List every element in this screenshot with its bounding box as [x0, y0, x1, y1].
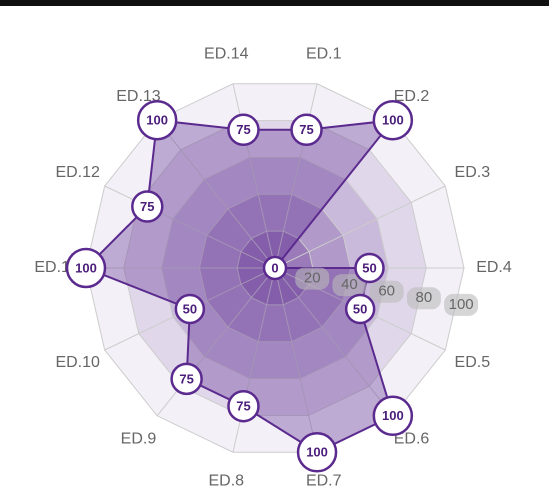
data-label: 100	[75, 260, 97, 275]
axis-line	[156, 119, 276, 269]
tick-label-bg	[332, 274, 367, 297]
top-border	[0, 0, 549, 6]
axis-label: ED.8	[208, 473, 244, 490]
data-point	[372, 99, 414, 141]
axis-label: ED.7	[306, 473, 342, 490]
tick-label: 80	[416, 289, 433, 306]
axis-label: ED.10	[55, 354, 100, 371]
tick-label-bg	[444, 293, 479, 316]
axis-label: ED.4	[476, 259, 512, 276]
data-label: 50	[362, 260, 376, 275]
axis-label: ED.3	[455, 164, 491, 181]
data-point	[131, 190, 164, 223]
axis-line	[274, 267, 394, 417]
axis-line	[274, 185, 446, 269]
data-label: 100	[382, 113, 404, 128]
data-point	[296, 432, 338, 473]
axis-label: ED.5	[455, 354, 491, 371]
tick-label: 60	[378, 283, 395, 300]
data-label: 75	[236, 399, 250, 414]
axis-line	[274, 267, 318, 453]
data-label: 100	[382, 408, 404, 423]
data-point	[290, 113, 323, 147]
axis-label: ED.14	[204, 46, 249, 63]
axis-label: ED.2	[394, 88, 430, 105]
data-label: 50	[353, 301, 367, 316]
data-point	[174, 293, 206, 325]
data-point	[262, 255, 288, 281]
data-point	[344, 293, 376, 325]
data-label: 75	[299, 122, 313, 137]
axis-label: ED.12	[55, 164, 100, 181]
data-point	[65, 247, 107, 289]
axis-label: ED.13	[116, 88, 161, 105]
data-label: 75	[140, 199, 154, 214]
label-layer: ED.1 ED.2 ED.3 ED.4 ED.5 ED.6 ED.7 ED.8 ED.9 ED.1…	[34, 46, 512, 490]
data-point	[170, 362, 203, 396]
data-point	[227, 113, 260, 147]
tick-label: 20	[304, 270, 321, 287]
data-label: 0	[271, 260, 278, 275]
data-label: 100	[306, 445, 328, 460]
data-point	[354, 252, 385, 284]
tick-label-bg	[295, 267, 330, 290]
axis-label: ED.6	[394, 430, 430, 447]
tick-label-bg	[369, 280, 404, 303]
data-point	[136, 99, 178, 141]
axis-label: ED.1	[306, 46, 342, 63]
tick-label: 100	[449, 296, 474, 313]
tick-label: 40	[341, 276, 358, 293]
axis-label: ED.9	[121, 430, 157, 447]
data-point	[227, 389, 260, 423]
data-label: 50	[183, 301, 197, 316]
tick-label-bg	[406, 287, 441, 310]
data-label: 100	[146, 113, 168, 128]
data-label: 75	[236, 122, 250, 137]
data-label: 75	[179, 371, 193, 386]
data-point	[372, 395, 414, 437]
